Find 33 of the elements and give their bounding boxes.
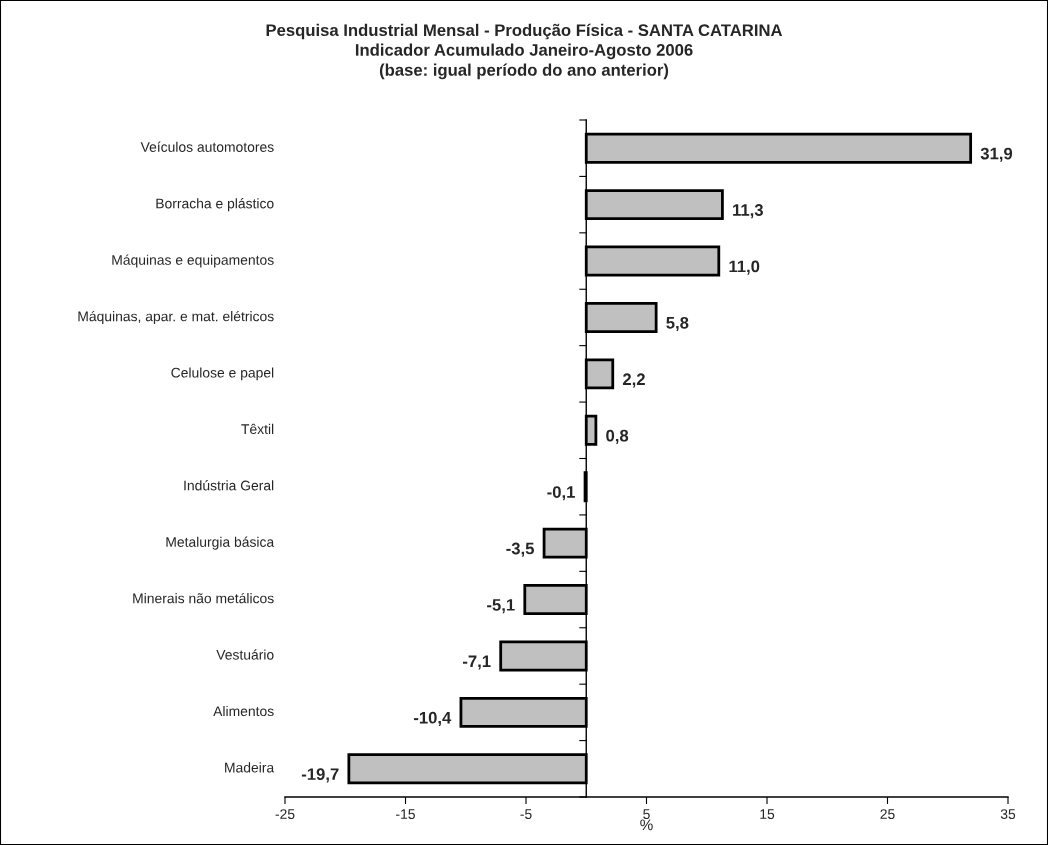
- data-label: -7,1: [462, 655, 491, 670]
- y-tick-label: Metalurgia básica: [166, 536, 275, 550]
- y-tick-label: Madeira: [225, 762, 275, 773]
- chart-title: Pesquisa Industrial Mensal - Produção Física - SANTA CATARINA Indicador Acumulado Janeiro-Agosto 2006 (base: igual período do ano anterior): [266, 23, 783, 80]
- y-tick-label: Veículos automotores: [140, 141, 274, 152]
- data-label: 11,3: [733, 204, 763, 219]
- data-label: -5,1: [487, 599, 515, 614]
- y-tick-label: Vestuário: [216, 649, 274, 660]
- x-tick-label: -5: [520, 809, 532, 820]
- y-tick-label: Máquinas, apar. e mat. elétricos: [78, 310, 274, 325]
- y-tick-label: Alimentos: [213, 705, 274, 717]
- x-axis-title: %: [640, 819, 653, 831]
- data-label: 31,9: [980, 147, 1013, 162]
- data-label: -19,7: [301, 768, 339, 783]
- y-tick-label: Minerais não metálicos: [133, 592, 274, 604]
- data-label: -10,4: [413, 711, 452, 727]
- x-tick-label: -15: [396, 809, 415, 820]
- x-tick-label: -25: [275, 809, 295, 820]
- x-tick-label: 5: [643, 809, 650, 820]
- data-label: 2,2: [622, 373, 645, 388]
- data-label: -3,5: [506, 542, 534, 557]
- x-tick-label: 15: [760, 809, 775, 820]
- data-label: 11,0: [729, 260, 760, 275]
- y-tick-label: Borracha e plástico: [156, 198, 274, 212]
- x-tick-label: 35: [1000, 809, 1016, 820]
- data-label: -0,1: [547, 486, 575, 501]
- y-tick-label: Celulose e papel: [171, 367, 274, 381]
- data-label: 0,8: [606, 429, 629, 444]
- y-tick-label: Têxtil: [241, 423, 274, 435]
- y-tick-label: Máquinas e equipamentos: [112, 254, 274, 268]
- y-tick-label: Indústria Geral: [184, 480, 274, 491]
- x-tick-label: 25: [880, 809, 895, 820]
- data-label: 5,8: [666, 316, 689, 332]
